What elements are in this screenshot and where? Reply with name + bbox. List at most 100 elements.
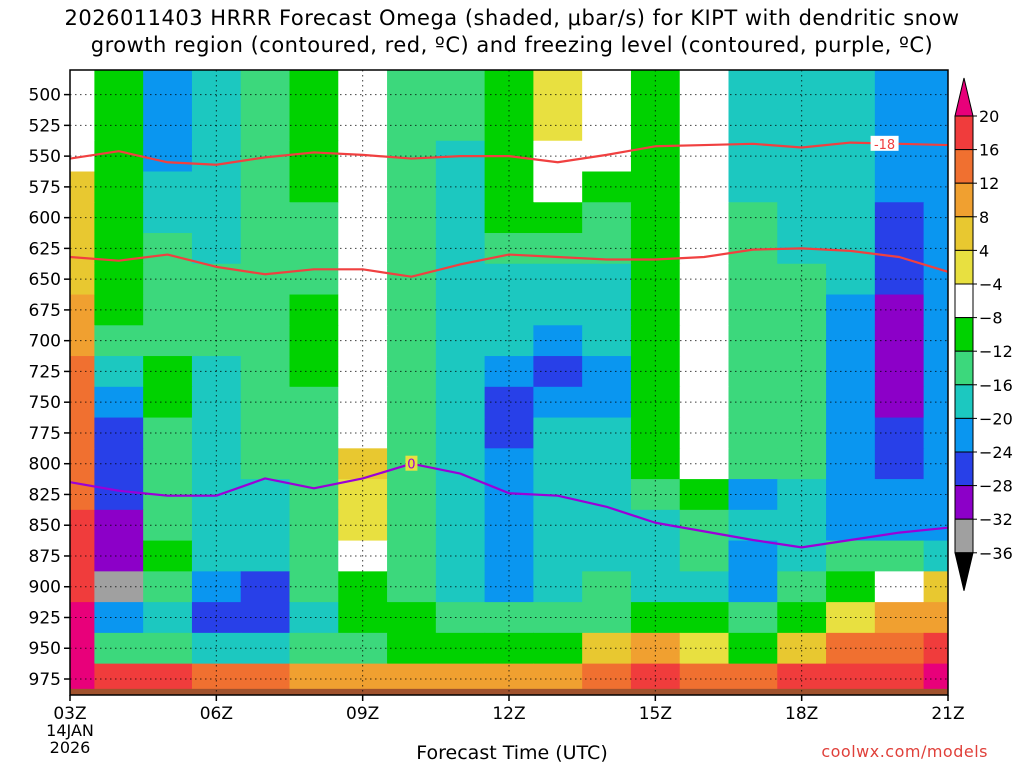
omega-cell (387, 632, 437, 665)
omega-cell (70, 70, 95, 111)
omega-cell (338, 417, 388, 449)
omega-cell (484, 386, 534, 419)
freezing-level-line (70, 462, 948, 549)
omega-cell (777, 386, 827, 419)
y-tick-label: 850 (29, 516, 61, 536)
y-tick-label: 625 (29, 239, 61, 259)
colorbar-top-arrow (954, 77, 974, 117)
omega-cell (484, 233, 534, 265)
omega-cell (387, 202, 437, 234)
colorbar-label: −20 (979, 409, 1013, 428)
dendritic-contour-line (70, 141, 948, 166)
omega-cell (777, 602, 827, 634)
omega-cell (728, 540, 778, 572)
omega-cell (582, 325, 632, 357)
colorbar-label: −36 (979, 544, 1013, 563)
omega-cell (874, 632, 925, 665)
dendritic-contour-line (70, 247, 948, 278)
x-axis-title: Forecast Time (UTC) (416, 742, 608, 764)
omega-cell (435, 70, 486, 111)
omega-cell (582, 263, 632, 296)
y-tick-label: 725 (29, 362, 61, 382)
omega-cell (533, 509, 583, 542)
omega-cell (679, 571, 730, 603)
x-tick-label: 15Z (639, 704, 672, 724)
y-tick-label: 975 (29, 670, 61, 690)
x-tick-label: 09Z (346, 704, 379, 724)
omega-cell (679, 632, 730, 665)
y-tick-label: 600 (29, 209, 61, 229)
omega-cell (533, 140, 583, 173)
colorbar-label: −24 (979, 443, 1013, 462)
omega-cell (874, 479, 925, 511)
omega-cell (874, 417, 925, 449)
omega-cell (387, 70, 437, 111)
y-tick-label: 750 (29, 393, 61, 413)
omega-cell (191, 417, 242, 449)
omega-cell (582, 294, 632, 326)
omega-cell (484, 448, 534, 480)
omega-cell (582, 540, 632, 572)
omega-cell (582, 70, 632, 111)
colorbar-label: −16 (979, 376, 1013, 395)
omega-cell (289, 70, 339, 111)
omega-cell (191, 233, 242, 265)
y-tick-label: 875 (29, 547, 61, 567)
x-date-label: 2026 (50, 738, 91, 757)
omega-cell (387, 263, 437, 296)
y-tick-label: 650 (29, 270, 61, 290)
omega-cell (728, 263, 778, 296)
omega-cell (679, 233, 730, 265)
omega-cell (533, 294, 583, 326)
omega-cell (679, 356, 730, 388)
omega-cell (484, 602, 534, 634)
colorbar-segment (954, 115, 974, 151)
colorbar-segment (954, 485, 974, 520)
omega-cell (143, 70, 193, 111)
y-tick-label: 900 (29, 578, 61, 598)
omega-cell (191, 448, 242, 480)
omega-cell (582, 171, 632, 203)
omega-cell (387, 540, 437, 572)
omega-cell (387, 294, 437, 326)
omega-cell (582, 417, 632, 449)
freezing-label-bg (405, 455, 418, 471)
omega-cell (387, 356, 437, 388)
x-tick-label: 06Z (200, 704, 233, 724)
omega-cell (777, 417, 827, 449)
y-tick-label: 525 (29, 116, 61, 136)
omega-cell (533, 540, 583, 572)
omega-cell (387, 479, 437, 511)
colorbar-label: −28 (979, 477, 1013, 496)
omega-cell (533, 386, 583, 419)
omega-cell (923, 70, 948, 111)
omega-cell (191, 632, 242, 665)
omega-cell (582, 602, 632, 634)
y-tick-label: 950 (29, 639, 61, 659)
omega-cell (338, 632, 388, 665)
colorbar-bottom-arrow (954, 552, 974, 591)
omega-cell (874, 448, 925, 480)
omega-cell (387, 509, 437, 542)
omega-cell (679, 325, 730, 357)
omega-cell (728, 70, 778, 111)
omega-cell (387, 417, 437, 449)
omega-cell (582, 356, 632, 388)
omega-cell (582, 109, 632, 142)
colorbar-label: −8 (979, 309, 1003, 328)
omega-cell (94, 70, 144, 111)
colorbar-segment (954, 249, 974, 285)
x-tick-label: 03Z (53, 704, 86, 724)
omega-cell (191, 602, 242, 634)
colorbar-label: 16 (979, 141, 999, 160)
omega-cell (533, 417, 583, 449)
x-tick-label: 18Z (785, 704, 818, 724)
omega-cell (679, 479, 730, 511)
y-tick-label: 700 (29, 332, 61, 352)
omega-cell (484, 202, 534, 234)
omega-cell (533, 171, 583, 203)
omega-field (70, 70, 948, 695)
omega-cell (728, 202, 778, 234)
omega-cell (533, 263, 583, 296)
omega-cell (777, 632, 827, 665)
